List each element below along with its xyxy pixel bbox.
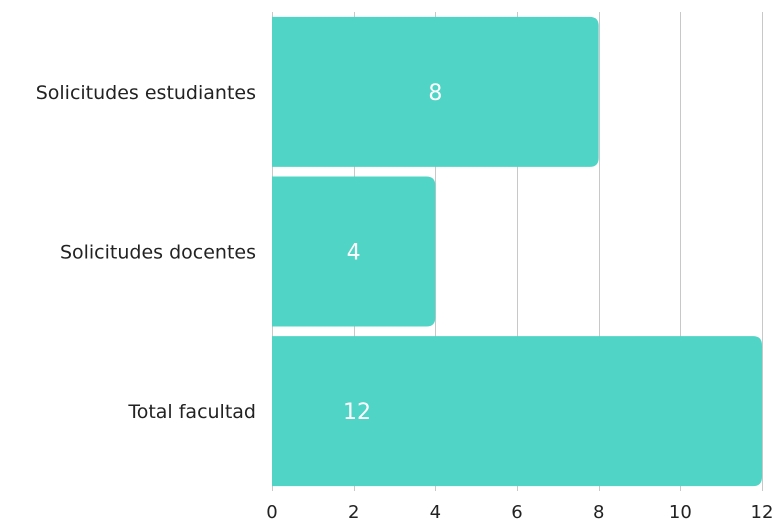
bars xyxy=(272,16,762,487)
bar-value-label: 12 xyxy=(343,400,371,425)
bar-value-label: 4 xyxy=(347,241,361,266)
y-category-label: Solicitudes estudiantes xyxy=(36,82,256,104)
x-tick-label: 12 xyxy=(751,502,774,523)
bar xyxy=(272,336,762,487)
x-tick-label: 10 xyxy=(669,502,692,523)
x-tick-label: 4 xyxy=(430,502,441,523)
bar xyxy=(272,16,599,167)
bar-value-label: 8 xyxy=(428,81,442,106)
x-tick-label: 6 xyxy=(511,502,522,523)
data-labels: 8 4 12 xyxy=(343,81,442,425)
value-axis-tick-labels: 0 2 4 6 8 10 12 xyxy=(266,502,773,523)
y-category-label: Solicitudes docentes xyxy=(60,242,256,264)
x-tick-label: 0 xyxy=(266,502,277,523)
x-tick-label: 2 xyxy=(348,502,359,523)
bar xyxy=(272,176,436,327)
x-tick-label: 8 xyxy=(593,502,604,523)
y-category-label: Total facultad xyxy=(127,401,256,423)
category-axis-labels: Solicitudes estudiantes Solicitudes docen… xyxy=(36,82,256,423)
